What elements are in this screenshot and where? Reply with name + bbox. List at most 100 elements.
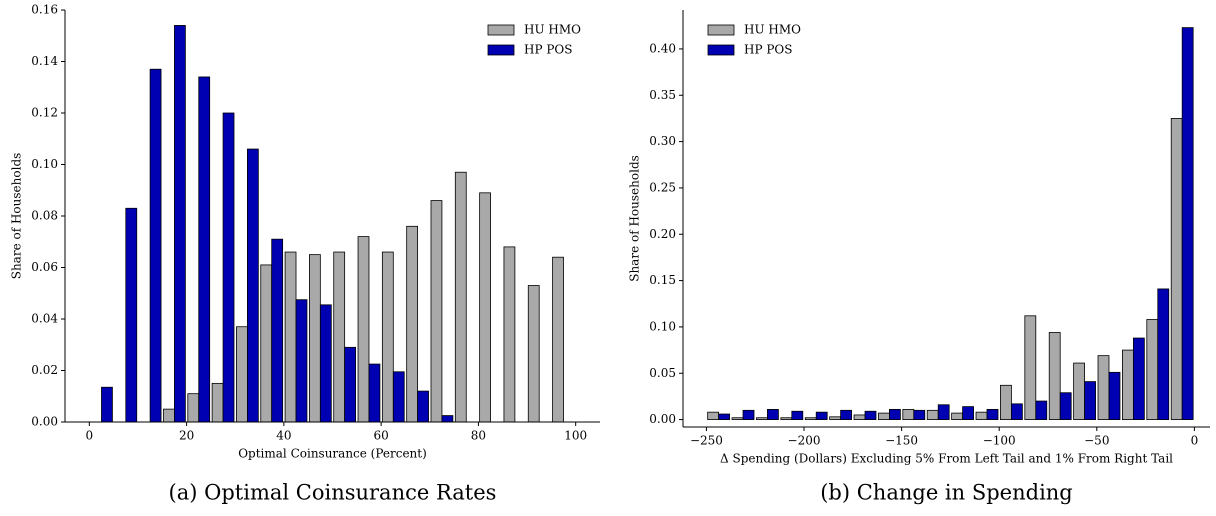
bar [1000, 384, 1012, 420]
bar [815, 411, 828, 420]
x-tick-label: 100 [564, 429, 587, 443]
bar [552, 256, 564, 423]
bar [357, 236, 370, 423]
bar [295, 299, 308, 423]
bar [198, 76, 211, 423]
bar [236, 326, 248, 423]
bar [187, 393, 200, 423]
x-axis-label: Δ Spending (Dollars) Excluding 5% From L… [720, 452, 1173, 466]
legend-swatch [487, 24, 515, 36]
bar [1024, 315, 1037, 420]
y-tick-label: 0.15 [649, 273, 676, 287]
bar [731, 417, 744, 420]
bar [381, 251, 394, 423]
legend-label: HP POS [744, 43, 793, 57]
y-tick-label: 0.40 [649, 41, 676, 55]
bar [1059, 392, 1072, 420]
bar [246, 148, 259, 423]
bar [406, 225, 419, 423]
bar [1157, 288, 1170, 420]
y-axis-label: Share of Households [10, 153, 24, 280]
x-tick-label: 0 [1191, 434, 1199, 448]
bar [1146, 319, 1159, 420]
bar [1010, 403, 1023, 420]
legend-swatch [487, 44, 515, 56]
bar [1170, 118, 1183, 420]
x-tick-label: 0 [85, 429, 93, 443]
bar [149, 68, 162, 423]
bar [926, 409, 939, 420]
bar [962, 406, 974, 420]
bar [756, 417, 768, 420]
bar [986, 408, 999, 420]
legend-swatch [707, 24, 735, 36]
bar [975, 411, 988, 420]
bar [840, 409, 852, 420]
x-tick-label: 60 [373, 429, 388, 443]
bar [308, 254, 321, 423]
y-tick-label: 0.00 [31, 415, 58, 429]
bar [271, 238, 284, 423]
bar [1181, 27, 1194, 420]
bar [125, 207, 138, 423]
bar [951, 412, 964, 420]
bar [368, 363, 381, 423]
bar [1122, 349, 1134, 420]
bar [1048, 332, 1061, 420]
bar [211, 382, 224, 423]
caption: (b) Change in Spending [820, 481, 1073, 505]
x-tick-label: −100 [983, 434, 1016, 448]
bar [284, 251, 297, 423]
bar [829, 416, 842, 420]
y-tick-label: 0.00 [649, 412, 676, 426]
bar [392, 371, 405, 423]
bar [454, 171, 467, 423]
bar [804, 417, 817, 420]
y-tick-label: 0.14 [31, 54, 58, 68]
x-tick-label: 80 [471, 429, 486, 443]
bar [527, 285, 540, 423]
bar [864, 410, 877, 420]
bar [174, 25, 186, 423]
y-tick-label: 0.08 [31, 209, 58, 223]
x-tick-label: −50 [1084, 434, 1109, 448]
bar [417, 390, 429, 423]
legend-swatch [707, 44, 735, 56]
y-tick-label: 0.10 [31, 157, 58, 171]
bar [479, 192, 491, 423]
y-tick-label: 0.30 [649, 134, 676, 148]
bar [222, 112, 235, 423]
y-tick-label: 0.10 [649, 319, 676, 333]
x-tick-label: −200 [788, 434, 821, 448]
bar [344, 346, 357, 423]
x-tick-label: 40 [276, 429, 291, 443]
y-tick-label: 0.20 [649, 227, 676, 241]
bar [503, 246, 516, 423]
bar [937, 404, 950, 420]
y-tick-label: 0.25 [649, 180, 676, 194]
bar [163, 408, 175, 423]
bar [791, 410, 804, 420]
y-tick-label: 0.16 [31, 3, 58, 17]
bar [1132, 337, 1145, 420]
bar [780, 417, 793, 420]
bar [1073, 362, 1085, 420]
bar [853, 414, 866, 420]
x-tick-label: 20 [179, 429, 194, 443]
x-tick-label: −150 [885, 434, 918, 448]
y-tick-label: 0.12 [31, 106, 58, 120]
bar [767, 408, 779, 420]
bar [742, 409, 755, 420]
bar [707, 411, 720, 420]
y-tick-label: 0.35 [649, 88, 676, 102]
y-tick-label: 0.05 [649, 366, 676, 380]
bar [902, 408, 915, 420]
bar [101, 386, 113, 423]
bar [1035, 400, 1048, 420]
y-tick-label: 0.02 [31, 363, 58, 377]
legend-label: HU HMO [524, 23, 581, 37]
bar [1108, 371, 1121, 420]
caption: (a) Optimal Coinsurance Rates [169, 481, 497, 505]
bar [319, 304, 332, 423]
